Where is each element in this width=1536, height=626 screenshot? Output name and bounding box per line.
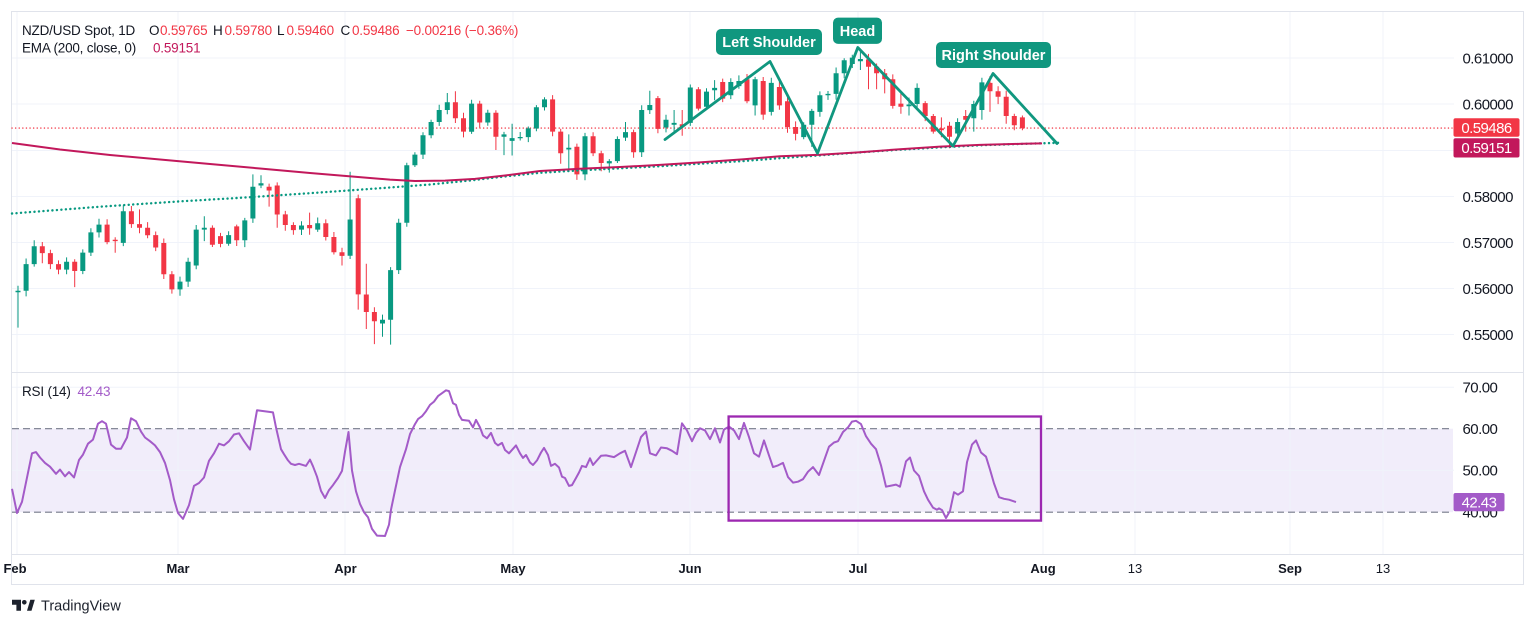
svg-text:O: O <box>149 23 159 38</box>
svg-text:50.00: 50.00 <box>1463 463 1498 480</box>
svg-text:H: H <box>213 23 223 38</box>
svg-text:42.43: 42.43 <box>1462 494 1497 511</box>
svg-text:0.57000: 0.57000 <box>1463 235 1514 252</box>
svg-text:RSI (14): RSI (14) <box>22 384 71 399</box>
svg-text:C: C <box>341 23 351 38</box>
svg-text:Right Shoulder: Right Shoulder <box>942 48 1046 64</box>
svg-text:Jul: Jul <box>849 561 868 576</box>
svg-text:0.60000: 0.60000 <box>1463 96 1514 113</box>
svg-text:Feb: Feb <box>3 561 26 576</box>
svg-text:0.59486: 0.59486 <box>1461 120 1512 137</box>
svg-text:Sep: Sep <box>1278 561 1302 576</box>
svg-text:42.43: 42.43 <box>78 384 111 399</box>
svg-text:Mar: Mar <box>166 561 189 576</box>
svg-text:70.00: 70.00 <box>1463 380 1498 397</box>
svg-text:May: May <box>500 561 526 576</box>
svg-text:NZD/USD Spot, 1D: NZD/USD Spot, 1D <box>22 23 136 38</box>
svg-text:0.59151: 0.59151 <box>1461 140 1512 157</box>
svg-text:Head: Head <box>840 24 875 40</box>
svg-text:0.58000: 0.58000 <box>1463 189 1514 206</box>
svg-text:0.59460: 0.59460 <box>287 23 334 38</box>
svg-text:0.55000: 0.55000 <box>1463 327 1514 344</box>
svg-text:0.61000: 0.61000 <box>1463 50 1514 67</box>
svg-text:Left Shoulder: Left Shoulder <box>722 35 816 51</box>
svg-text:0.59780: 0.59780 <box>225 23 272 38</box>
svg-text:Apr: Apr <box>334 561 356 576</box>
svg-text:0.59151: 0.59151 <box>153 40 200 55</box>
svg-text:13: 13 <box>1376 561 1390 576</box>
svg-text:0.56000: 0.56000 <box>1463 281 1514 298</box>
svg-text:0.59765: 0.59765 <box>160 23 207 38</box>
svg-text:Aug: Aug <box>1030 561 1055 576</box>
svg-text:TradingView: TradingView <box>41 598 121 614</box>
svg-text:13: 13 <box>1128 561 1142 576</box>
svg-text:L: L <box>277 23 285 38</box>
svg-text:60.00: 60.00 <box>1463 421 1498 438</box>
svg-text:0.59486: 0.59486 <box>352 23 399 38</box>
svg-text:−0.00216 (−0.36%): −0.00216 (−0.36%) <box>406 23 518 38</box>
svg-text:Jun: Jun <box>678 561 701 576</box>
svg-text:EMA (200, close, 0): EMA (200, close, 0) <box>22 40 136 55</box>
